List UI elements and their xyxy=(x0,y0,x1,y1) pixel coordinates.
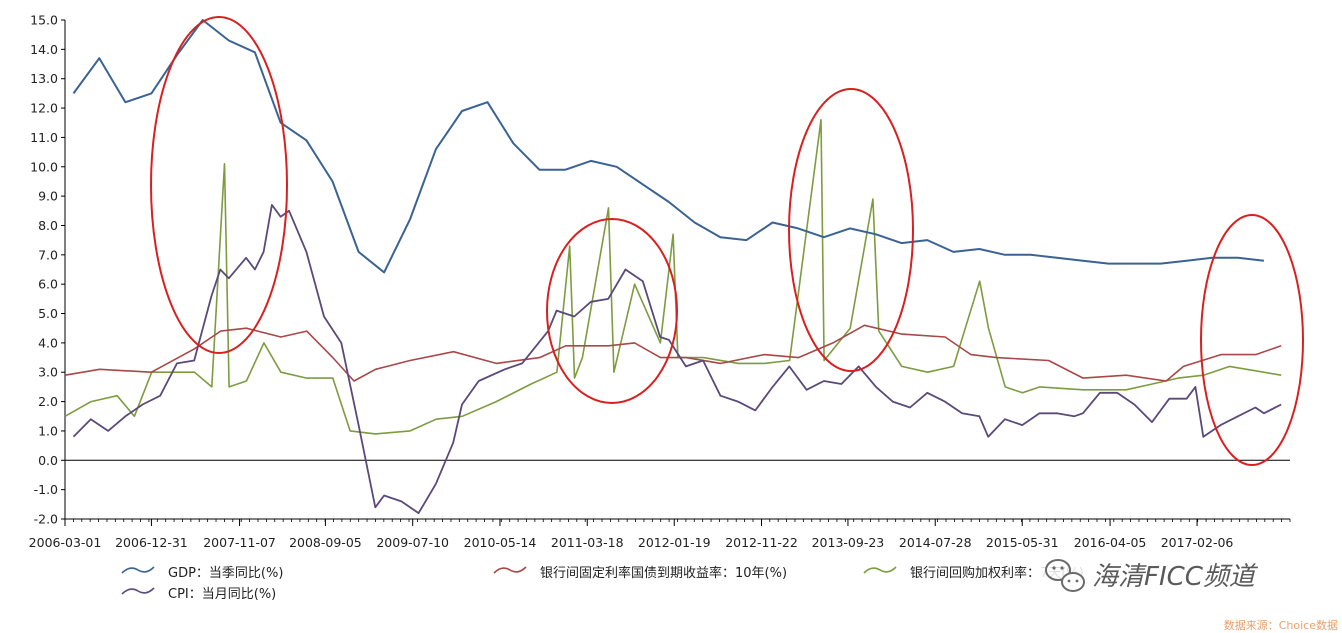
legend-swatch-cpi xyxy=(121,587,155,595)
y-tick-label: 12.0 xyxy=(30,101,58,116)
y-tick-label: 5.0 xyxy=(38,306,58,321)
x-tick-label: 2006-03-01 xyxy=(29,535,102,550)
y-tick-label: 13.0 xyxy=(30,71,58,86)
highlight-ellipse-3 xyxy=(788,88,914,372)
highlight-ellipse-1 xyxy=(150,16,288,354)
y-tick-label: -2.0 xyxy=(34,512,58,527)
y-axis: 15.0 14.0 13.0 12.0 11.0 10.0 9.0 8.0 7.0 6.0 5.0 4… xyxy=(30,13,66,527)
x-tick-label: 2007-11-07 xyxy=(203,535,276,550)
y-tick-label: 10.0 xyxy=(30,159,58,174)
highlight-ellipses xyxy=(150,16,1304,466)
watermark-text: 海清FICC频道 xyxy=(1092,562,1259,592)
y-tick-label: 3.0 xyxy=(38,365,58,380)
source-text: 数据来源：Choice数据 xyxy=(1224,618,1338,632)
x-tick-label: 2008-09-05 xyxy=(289,535,362,550)
x-tick-label: 2010-05-14 xyxy=(464,535,537,550)
x-axis: 2006-03-01 2006-12-31 2007-11-07 2008-09-05… xyxy=(29,518,1291,550)
legend-swatch-repo xyxy=(863,566,897,574)
y-tick-label: 7.0 xyxy=(38,247,58,262)
y-tick-label: 2.0 xyxy=(38,394,58,409)
legend-label-gdp: GDP：当季同比(%) xyxy=(168,566,283,581)
x-tick-label: 2017-02-06 xyxy=(1161,535,1234,550)
x-tick-label: 2012-01-19 xyxy=(638,535,711,550)
highlight-ellipse-2 xyxy=(546,218,678,404)
y-tick-label: 9.0 xyxy=(38,189,58,204)
plot-area xyxy=(64,19,1282,514)
legend-item-gdp: GDP：当季同比(%) xyxy=(121,566,283,581)
y-tick-label: -1.0 xyxy=(34,482,58,497)
wechat-icon xyxy=(1045,559,1085,592)
watermark: 海清FICC频道 xyxy=(1038,558,1303,596)
series-gdp xyxy=(72,19,1265,274)
y-tick-label: 14.0 xyxy=(30,42,58,57)
series-bond-10y xyxy=(64,324,1282,382)
y-tick-label: 15.0 xyxy=(30,13,58,28)
x-tick-label: 2006-12-31 xyxy=(115,535,188,550)
legend-item-bond: 银行间固定利率国债到期收益率：10年(%) xyxy=(493,565,787,581)
legend-label-cpi: CPI：当月同比(%) xyxy=(168,587,276,602)
x-tick-label: 2012-11-22 xyxy=(725,535,798,550)
y-tick-label: 4.0 xyxy=(38,335,58,350)
legend-item-cpi: CPI：当月同比(%) xyxy=(121,587,276,602)
legend-swatch-bond xyxy=(493,566,527,574)
x-tick-label: 2016-04-05 xyxy=(1074,535,1147,550)
series-repo-7d xyxy=(64,119,1282,435)
y-tick-label: 8.0 xyxy=(38,218,58,233)
y-tick-label: 1.0 xyxy=(38,423,58,438)
legend: GDP：当季同比(%) CPI：当月同比(%) 银行间固定利率国债到期收益率：1… xyxy=(121,565,1084,602)
series-cpi xyxy=(72,203,1282,514)
y-tick-label: 11.0 xyxy=(30,130,58,145)
x-tick-label: 2013-09-23 xyxy=(812,535,885,550)
highlight-ellipse-4 xyxy=(1200,214,1304,466)
x-tick-label: 2015-05-31 xyxy=(986,535,1059,550)
y-tick-label: 6.0 xyxy=(38,277,58,292)
x-tick-label: 2014-07-28 xyxy=(899,535,972,550)
legend-label-bond: 银行间固定利率国债到期收益率：10年(%) xyxy=(540,565,787,581)
y-tick-label: 0.0 xyxy=(38,453,58,468)
x-tick-label: 2011-03-18 xyxy=(551,535,624,550)
legend-swatch-gdp xyxy=(121,566,155,574)
x-tick-label: 2009-07-10 xyxy=(376,535,449,550)
